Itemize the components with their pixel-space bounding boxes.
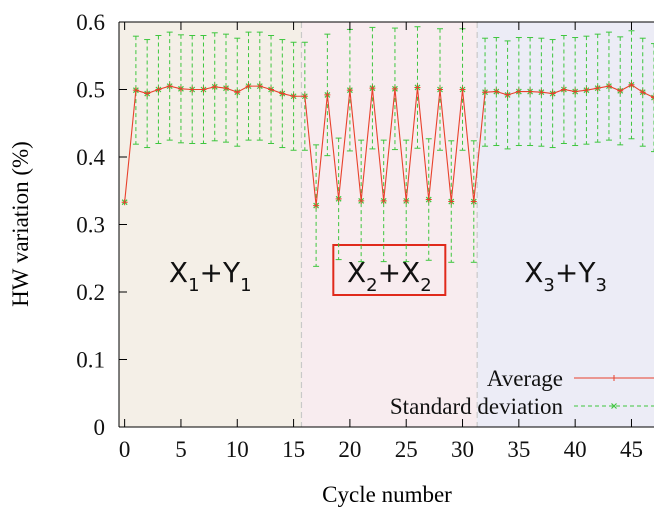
average-series [121, 81, 654, 209]
region-highlight-box [332, 244, 447, 296]
average-point-x24 [391, 85, 398, 92]
x-tick-label: 5 [175, 437, 187, 462]
std-error-bars [121, 26, 654, 267]
average-point-x28 [437, 86, 443, 93]
average-point-x40 [572, 88, 579, 95]
average-point-x33 [493, 88, 500, 95]
average-point-x15 [290, 93, 297, 100]
region-backgrounds [119, 22, 654, 427]
average-point-x1 [132, 87, 139, 94]
x-tick-label: 10 [226, 437, 249, 462]
average-point-x25 [403, 197, 410, 204]
average-point-x26 [414, 84, 421, 91]
average-point-x23 [380, 197, 387, 204]
std-bar-x47 [651, 43, 654, 153]
region-2-background [301, 22, 478, 427]
y-axis-label: HW variation (%) [8, 141, 33, 307]
legend: Average Standard deviation [390, 366, 654, 419]
average-point-x31 [470, 198, 477, 205]
average-point-x2 [144, 90, 151, 97]
legend-marker-average [611, 375, 617, 381]
region-1-background [119, 22, 302, 427]
x-tick-label: 45 [620, 437, 643, 462]
x-tick-label: 20 [338, 437, 361, 462]
average-point-x45 [628, 81, 635, 88]
average-point-x21 [358, 197, 365, 204]
x-tick-label: 25 [395, 437, 418, 462]
x-tick-label: 15 [282, 437, 305, 462]
std-bar-x9 [223, 33, 229, 143]
average-point-x29 [448, 198, 455, 205]
average-point-x43 [605, 83, 612, 90]
x-tick-label: 40 [564, 437, 587, 462]
average-point-x7 [200, 86, 207, 93]
y-tick-label: 0.4 [76, 145, 105, 170]
average-point-x18 [324, 91, 331, 98]
average-point-x27 [425, 196, 432, 203]
average-point-x22 [369, 85, 376, 92]
region-2-label: X2+X2 [347, 256, 432, 296]
x-tick-label: 30 [451, 437, 474, 462]
std-bar-x29 [448, 140, 455, 263]
region-3-label: X3+Y3 [524, 256, 607, 296]
average-point-x3 [155, 86, 162, 93]
average-point-x38 [549, 90, 556, 97]
y-tick-label: 0.2 [76, 280, 105, 305]
average-point-x6 [189, 86, 196, 93]
y-tick-label: 0.6 [76, 10, 105, 35]
average-point-x42 [594, 85, 601, 92]
average-point-x11 [245, 83, 252, 90]
y-tick-label: 0.3 [76, 213, 105, 238]
average-point-x14 [279, 90, 286, 97]
average-point-x32 [482, 89, 489, 96]
average-point-x39 [560, 86, 567, 93]
average-point-x0 [121, 199, 128, 206]
legend-label-std: Standard deviation [390, 394, 564, 419]
average-point-x30 [459, 86, 466, 93]
axes: 0 0.1 0.2 0.3 0.4 0.5 0.6 0 5 10 15 20 25 30 35 40 45 [76, 10, 654, 462]
x-tick-label: 0 [119, 437, 131, 462]
y-tick-label: 0 [94, 415, 106, 440]
average-point-x19 [335, 195, 342, 202]
average-point-x34 [504, 91, 511, 98]
average-point-x4 [166, 83, 173, 90]
y-tick-label: 0.1 [76, 348, 105, 373]
average-point-x44 [617, 87, 624, 94]
x-axis-label: Cycle number [322, 482, 452, 507]
x-tick-label: 35 [507, 437, 530, 462]
average-point-x37 [538, 89, 545, 96]
region-labels: X1+Y1 X2+X2 X3+Y3 [169, 244, 607, 296]
average-point-x9 [223, 85, 229, 92]
average-point-x20 [346, 87, 353, 94]
std-marker [651, 94, 654, 101]
average-point-x10 [234, 89, 241, 96]
average-point-x13 [268, 86, 275, 93]
average-point-x36 [527, 88, 534, 95]
average-point-x47 [651, 94, 654, 101]
average-point-x12 [256, 83, 263, 90]
legend-marker-std [611, 403, 617, 409]
legend-label-average: Average [487, 366, 563, 391]
average-point-x8 [211, 83, 218, 90]
average-point-x16 [301, 93, 308, 100]
y-tick-label: 0.5 [76, 78, 105, 103]
average-point-x17 [313, 202, 320, 209]
average-point-x5 [177, 85, 184, 92]
average-point-x46 [639, 89, 646, 96]
region-1-label: X1+Y1 [169, 256, 252, 296]
average-point-x35 [515, 88, 522, 95]
average-point-x41 [583, 87, 590, 94]
